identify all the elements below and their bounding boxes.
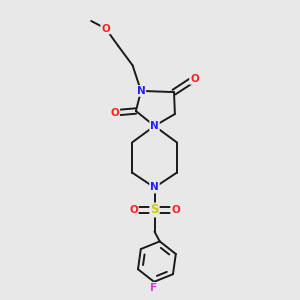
Text: O: O bbox=[190, 74, 199, 84]
Text: O: O bbox=[129, 205, 138, 215]
Text: N: N bbox=[150, 121, 159, 131]
Text: O: O bbox=[171, 205, 180, 215]
Text: S: S bbox=[150, 203, 159, 217]
Text: F: F bbox=[151, 283, 158, 293]
Text: O: O bbox=[110, 107, 119, 118]
Text: N: N bbox=[136, 86, 146, 96]
Text: O: O bbox=[101, 23, 110, 34]
Text: N: N bbox=[150, 182, 159, 193]
